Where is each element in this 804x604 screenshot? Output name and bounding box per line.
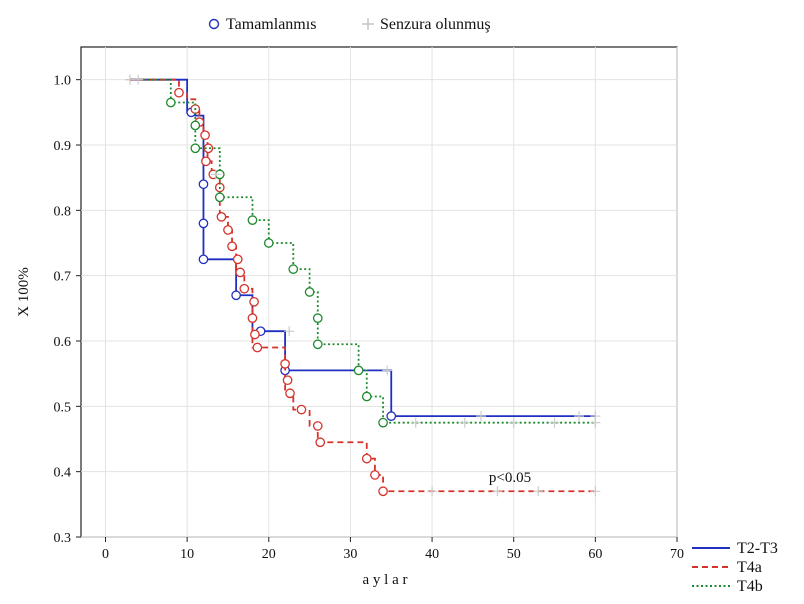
x-tick-label: 10 bbox=[180, 547, 194, 562]
event-marker bbox=[247, 313, 258, 323]
completed-marker-icon bbox=[208, 18, 220, 30]
series-t4b bbox=[133, 74, 601, 428]
event-marker bbox=[198, 179, 209, 190]
x-tick-label: 40 bbox=[425, 547, 439, 562]
x-tick-label: 0 bbox=[102, 547, 109, 562]
y-tick-label: 0.8 bbox=[54, 204, 72, 219]
event-marker bbox=[216, 212, 227, 222]
y-axis-ticks: 0.3 0.4 0.5 0.6 0.7 0.8 0.9 1.0 bbox=[54, 74, 81, 546]
legend-label: T4a bbox=[737, 559, 762, 576]
x-tick-label: 60 bbox=[588, 547, 602, 562]
legend-label: T4b bbox=[737, 578, 763, 595]
censored-marker bbox=[508, 417, 519, 428]
event-marker bbox=[232, 254, 243, 265]
x-tick-label: 70 bbox=[670, 547, 684, 562]
y-tick-label: 0.4 bbox=[54, 466, 72, 481]
event-marker bbox=[190, 143, 201, 154]
y-tick-label: 0.5 bbox=[54, 400, 72, 415]
y-tick-label: 1.0 bbox=[54, 74, 72, 89]
event-marker bbox=[174, 87, 184, 98]
y-tick-label: 0.6 bbox=[54, 335, 72, 350]
censored-marker bbox=[492, 486, 503, 497]
event-marker bbox=[235, 267, 246, 278]
event-marker bbox=[263, 238, 274, 248]
y-tick-label: 0.9 bbox=[54, 139, 72, 154]
event-marker bbox=[165, 97, 176, 108]
legend-label: T2-T3 bbox=[737, 540, 778, 557]
censored-marker bbox=[427, 486, 438, 497]
censored-marker-icon bbox=[362, 18, 374, 30]
event-marker bbox=[203, 143, 214, 154]
event-marker bbox=[370, 470, 380, 480]
x-tick-label: 50 bbox=[507, 547, 521, 562]
event-marker bbox=[361, 391, 372, 402]
event-marker bbox=[353, 365, 364, 376]
censored-marker bbox=[459, 417, 470, 428]
event-marker bbox=[201, 156, 211, 167]
event-marker bbox=[280, 359, 290, 369]
event-marker bbox=[252, 342, 263, 353]
plot-area bbox=[80, 46, 678, 538]
y-tick-label: 0.3 bbox=[54, 531, 72, 546]
event-marker bbox=[200, 130, 210, 141]
censored-marker bbox=[382, 365, 393, 376]
x-tick-label: 30 bbox=[343, 547, 357, 562]
event-marker bbox=[386, 411, 397, 421]
x-axis-label: a y l a r bbox=[363, 572, 408, 588]
event-marker bbox=[296, 404, 307, 415]
event-marker bbox=[250, 329, 260, 340]
event-marker bbox=[227, 241, 237, 252]
series-t4a bbox=[124, 74, 601, 497]
censored-marker bbox=[549, 417, 560, 428]
event-marker bbox=[282, 375, 293, 386]
censored-marker bbox=[476, 411, 487, 422]
legend-censored-label: Senzura olunmuş bbox=[380, 16, 491, 33]
event-marker bbox=[198, 254, 209, 265]
series-legend: T2-T3 T4a T4b bbox=[692, 540, 778, 595]
censored-marker bbox=[574, 411, 585, 422]
event-marker bbox=[231, 290, 241, 301]
top-legend: Tamamlanmıs Senzura olunmuş bbox=[208, 16, 491, 33]
event-marker bbox=[312, 313, 323, 323]
p-value-annotation: p<0.05 bbox=[489, 470, 531, 486]
censored-marker bbox=[533, 486, 544, 497]
event-marker bbox=[288, 264, 299, 274]
event-marker bbox=[285, 388, 295, 399]
event-marker bbox=[239, 283, 250, 294]
event-marker bbox=[315, 437, 326, 448]
event-marker bbox=[304, 287, 315, 297]
event-marker bbox=[247, 215, 258, 225]
x-tick-label: 20 bbox=[262, 547, 276, 562]
gridlines bbox=[81, 47, 678, 538]
censored-marker bbox=[590, 417, 601, 428]
event-marker bbox=[378, 486, 388, 497]
event-marker bbox=[249, 296, 259, 307]
event-marker bbox=[312, 421, 323, 431]
censored-marker bbox=[210, 169, 221, 180]
event-marker bbox=[198, 218, 209, 229]
censored-marker bbox=[410, 417, 421, 428]
censored-marker bbox=[133, 74, 144, 85]
y-tick-label: 0.7 bbox=[54, 270, 72, 285]
series-group bbox=[124, 74, 601, 497]
event-marker bbox=[312, 339, 323, 350]
censored-marker bbox=[590, 486, 601, 497]
event-marker bbox=[190, 120, 201, 131]
event-marker bbox=[378, 417, 388, 428]
legend-completed-label: Tamamlanmıs bbox=[226, 16, 316, 33]
event-marker bbox=[361, 453, 372, 464]
event-marker bbox=[214, 192, 225, 203]
event-marker bbox=[223, 225, 233, 235]
censored-marker bbox=[284, 326, 295, 337]
y-axis-label: X 100% bbox=[16, 267, 32, 317]
x-axis-ticks: 0 10 20 30 40 50 60 70 bbox=[102, 537, 684, 562]
